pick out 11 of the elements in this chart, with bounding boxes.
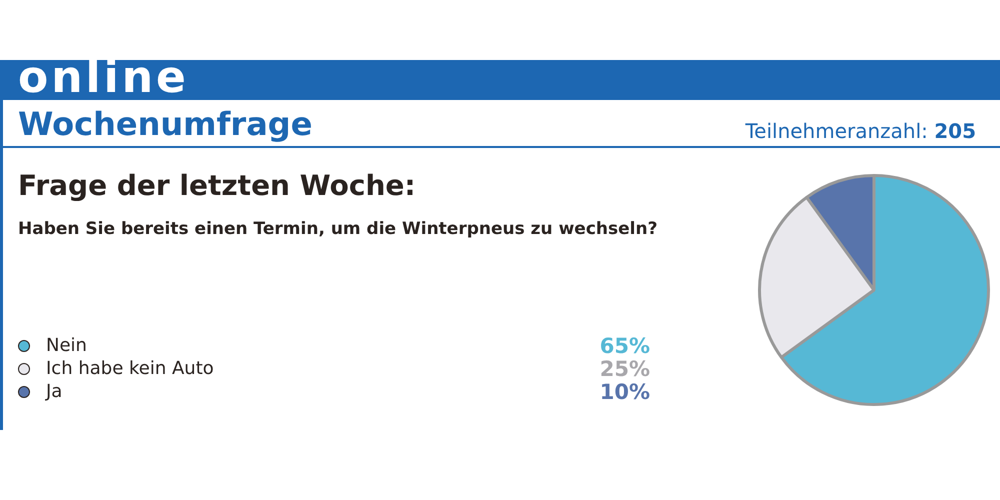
text: online [18, 52, 189, 103]
chart-title: Frage der letzten Woche: [18, 168, 416, 204]
text: Haben Sie bereits einen Termin, um die Winterpneus zu wechseln? [18, 218, 658, 241]
text: Wochenumfrage [18, 104, 312, 144]
text: Teilnehmeranzahl: 205 [745, 118, 976, 144]
data-label: 65% [600, 334, 650, 358]
data-label: 10% [600, 380, 650, 404]
legend-label: Nein [46, 335, 88, 356]
legend-label: Ich habe kein Auto [46, 358, 215, 379]
data-label: 25% [600, 356, 650, 380]
legend-label: Ja [46, 381, 64, 402]
